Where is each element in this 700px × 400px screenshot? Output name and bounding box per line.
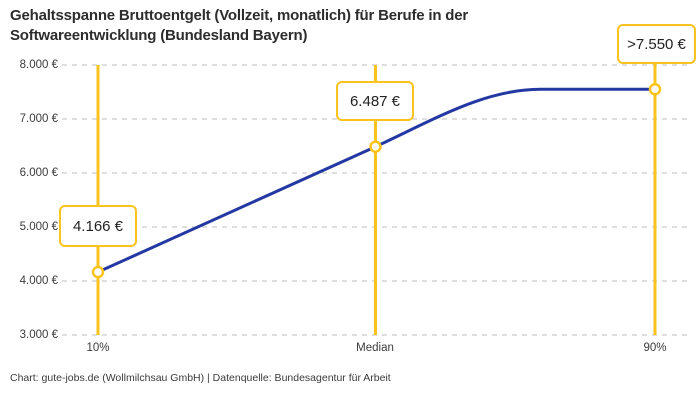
y-axis-tick-label: 3.000 € bbox=[19, 329, 58, 341]
attribution-text: Chart: gute-jobs.de (Wollmilchsau GmbH) … bbox=[10, 372, 391, 384]
value-label-box-10th-percentile: 4.166 € bbox=[59, 205, 137, 247]
value-label-box-90th-percentile: >7.550 € bbox=[617, 24, 696, 64]
data-point-marker-Median bbox=[369, 140, 382, 153]
chart-title: Gehaltsspanne Bruttoentgelt (Vollzeit, m… bbox=[10, 7, 469, 44]
salary-curve bbox=[96, 87, 657, 274]
data-point-marker-90% bbox=[648, 83, 662, 96]
value-label-box-median: 6.487 € bbox=[336, 81, 414, 121]
data-point-marker-10% bbox=[91, 265, 105, 279]
y-axis-tick-label: 6.000 € bbox=[19, 167, 58, 179]
y-axis-tick-label: 5.000 € bbox=[19, 221, 58, 233]
y-axis-tick-label: 8.000 € bbox=[19, 59, 58, 71]
y-axis-tick-label: 7.000 € bbox=[19, 113, 58, 125]
x-axis-tick-label-10th-percentile: 10% bbox=[86, 342, 110, 354]
x-axis-tick-label-90th-percentile: 90% bbox=[643, 342, 667, 354]
x-axis-tick-label-median: Median bbox=[356, 342, 394, 354]
y-axis-tick-label: 4.000 € bbox=[19, 275, 58, 287]
